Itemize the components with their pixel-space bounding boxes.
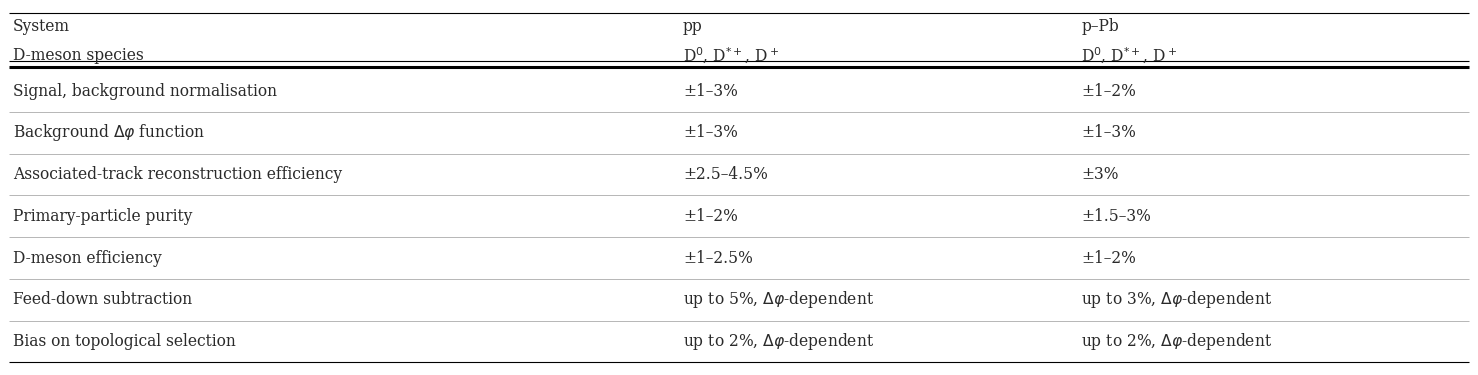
Text: System: System — [13, 18, 69, 36]
Text: p–Pb: p–Pb — [1082, 18, 1119, 36]
Text: ±1–2%: ±1–2% — [1082, 82, 1137, 100]
Text: up to 5%, $\Delta\varphi$-dependent: up to 5%, $\Delta\varphi$-dependent — [683, 290, 873, 310]
Text: up to 3%, $\Delta\varphi$-dependent: up to 3%, $\Delta\varphi$-dependent — [1082, 290, 1273, 310]
Text: D$^0$, D$^{*+}$, D$^+$: D$^0$, D$^{*+}$, D$^+$ — [683, 46, 779, 66]
Text: up to 2%, $\Delta\varphi$-dependent: up to 2%, $\Delta\varphi$-dependent — [1082, 331, 1273, 352]
Text: Background $\Delta\varphi$ function: Background $\Delta\varphi$ function — [13, 122, 205, 143]
Text: Primary-particle purity: Primary-particle purity — [13, 208, 192, 225]
Text: ±1–2.5%: ±1–2.5% — [683, 250, 752, 267]
Text: ±1–3%: ±1–3% — [1082, 124, 1137, 141]
Text: Feed-down subtraction: Feed-down subtraction — [13, 291, 192, 308]
Text: D-meson species: D-meson species — [13, 47, 143, 64]
Text: Bias on topological selection: Bias on topological selection — [13, 333, 236, 350]
Text: ±1–2%: ±1–2% — [1082, 250, 1137, 267]
Text: ±2.5–4.5%: ±2.5–4.5% — [683, 166, 767, 183]
Text: ±1–2%: ±1–2% — [683, 208, 738, 225]
Text: D-meson efficiency: D-meson efficiency — [13, 250, 163, 267]
Text: Associated-track reconstruction efficiency: Associated-track reconstruction efficien… — [13, 166, 343, 183]
Text: ±1–3%: ±1–3% — [683, 82, 738, 100]
Text: up to 2%, $\Delta\varphi$-dependent: up to 2%, $\Delta\varphi$-dependent — [683, 331, 873, 352]
Text: ±1–3%: ±1–3% — [683, 124, 738, 141]
Text: pp: pp — [683, 18, 702, 36]
Text: ±1.5–3%: ±1.5–3% — [1082, 208, 1151, 225]
Text: ±3%: ±3% — [1082, 166, 1119, 183]
Text: Signal, background normalisation: Signal, background normalisation — [13, 82, 278, 100]
Text: D$^0$, D$^{*+}$, D$^+$: D$^0$, D$^{*+}$, D$^+$ — [1082, 46, 1178, 66]
